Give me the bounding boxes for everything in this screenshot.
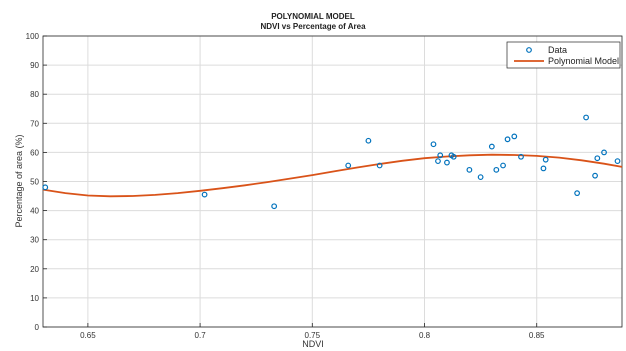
data-point	[271, 203, 278, 210]
data-point	[542, 156, 549, 163]
data-point	[345, 162, 352, 169]
data-point	[592, 172, 598, 179]
data-point	[500, 162, 506, 169]
legend-entry: Data	[548, 45, 567, 55]
data-point	[435, 158, 441, 165]
x-axis-label: NDVI	[302, 339, 324, 349]
data-point	[430, 141, 437, 148]
data-point	[444, 159, 450, 166]
x-tick-label: 0.8	[419, 331, 431, 340]
data-point	[201, 191, 208, 198]
data-point	[488, 143, 495, 150]
y-tick-label: 80	[30, 90, 39, 99]
data-point	[477, 174, 484, 181]
data-point	[601, 149, 607, 156]
data-point	[42, 184, 49, 191]
data-point	[583, 114, 589, 121]
data-point	[450, 153, 457, 160]
data-point	[365, 137, 372, 144]
y-tick-label: 20	[30, 265, 39, 274]
data-point	[518, 153, 524, 160]
y-tick-label: 30	[30, 236, 39, 245]
y-tick-label: 100	[26, 32, 40, 41]
x-tick-label: 0.85	[529, 331, 545, 340]
y-axis-label: Percentage of area (%)	[14, 134, 24, 228]
data-point	[504, 136, 511, 143]
legend-marker-data	[526, 47, 532, 53]
legend-box	[506, 41, 621, 69]
x-tick-label: 0.65	[80, 331, 96, 340]
y-tick-label: 40	[30, 207, 39, 216]
data-point	[493, 166, 500, 173]
y-tick-label: 70	[30, 119, 39, 128]
chart-subtitle: NDVI vs Percentage of Area	[260, 22, 366, 31]
y-tick-label: 90	[30, 61, 39, 70]
model-curve	[42, 153, 623, 198]
data-point	[574, 190, 581, 197]
data-point	[614, 158, 621, 165]
data-point	[540, 165, 547, 172]
data-point	[376, 162, 383, 169]
y-tick-label: 50	[30, 178, 39, 187]
y-tick-label: 0	[35, 323, 40, 332]
y-tick-label: 10	[30, 294, 39, 303]
data-point	[437, 152, 444, 159]
data-point	[511, 133, 518, 140]
data-point	[466, 166, 473, 173]
y-tick-label: 60	[30, 148, 39, 157]
legend-entry: Polynomial Model	[548, 56, 619, 66]
x-tick-label: 0.7	[195, 331, 207, 340]
data-point	[594, 155, 601, 162]
x-tick-label: 0.75	[305, 331, 321, 340]
chart-title: POLYNOMIAL MODEL	[271, 12, 355, 21]
